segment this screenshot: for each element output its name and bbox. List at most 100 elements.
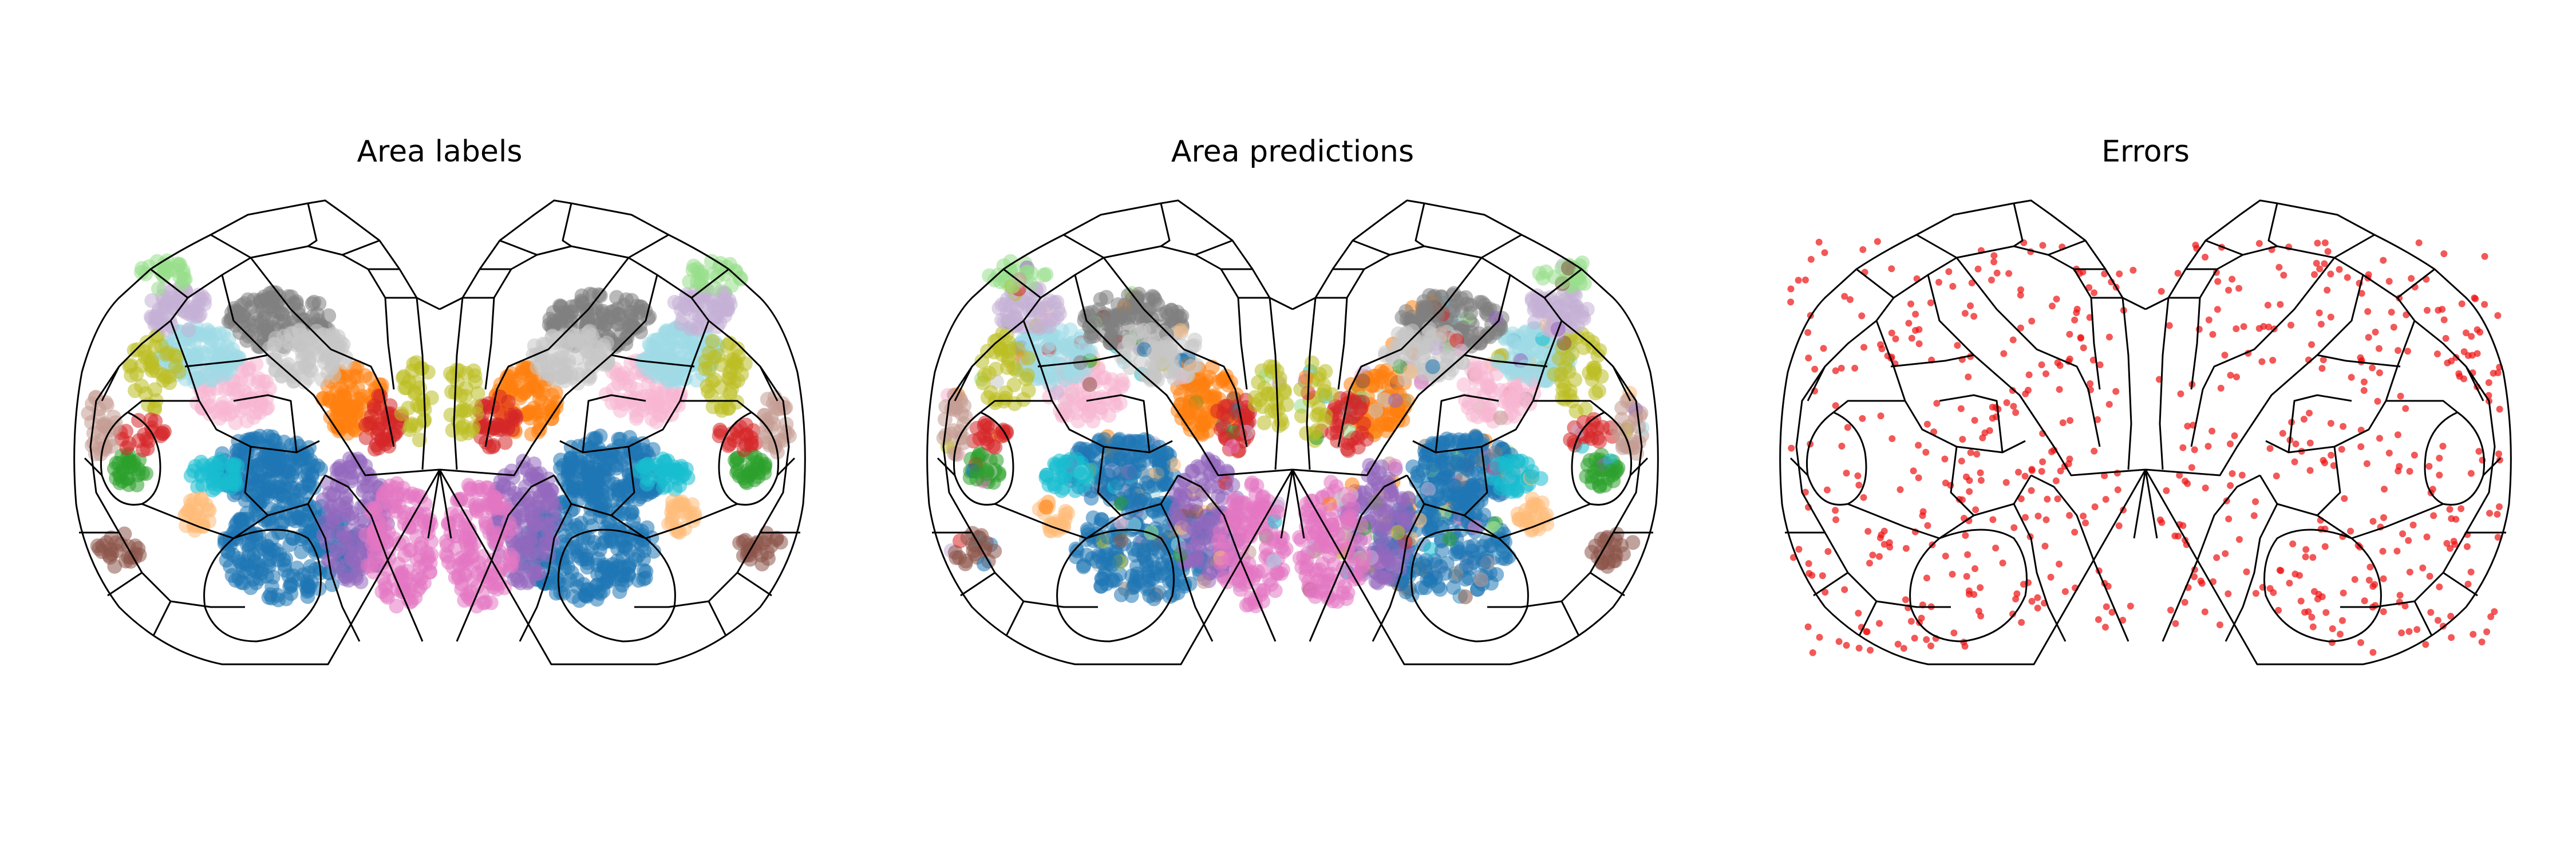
scatter-point [1270,505,1286,520]
scatter-point [609,290,625,305]
scatter-point [306,480,322,495]
scatter-point [228,415,243,431]
scatter-point [313,461,329,476]
scatter-point [151,281,166,297]
scatter-point [478,513,493,529]
scatter-point [1278,541,1294,557]
scatter-point [483,595,499,610]
scatter-point [1220,509,1236,524]
scatter-point [377,431,393,447]
scatter-point [223,476,238,492]
scatter-point [1093,578,1109,594]
scatter-point [230,458,245,474]
scatter-point [325,355,341,371]
scatter-point [276,557,292,573]
scatter-point [411,573,426,588]
panel-area-predictions: Area predictions [926,135,1659,665]
scatter-point [1202,566,1217,581]
scatter-point [315,391,331,407]
scatter-point [315,327,331,342]
scatter-point [1046,368,1061,383]
scatter-point [1147,292,1163,308]
left-hemisphere-boundary [152,601,172,636]
scatter-point [241,372,256,388]
scatter-point [503,547,518,562]
scatter-point [1121,334,1137,350]
scatter-point [531,501,547,517]
scatter-point [726,374,742,389]
scatter-point [463,549,479,565]
scatter-point [639,470,654,486]
scatter-point [261,515,276,531]
scatter-point [551,357,566,372]
scatter-point [544,495,560,510]
scatter-point [946,423,961,439]
scatter-point [246,292,262,308]
scatter-point [159,299,174,314]
scatter-point [327,526,342,541]
scatter-point [130,342,145,357]
scatter-point [465,573,480,588]
scatter-points [81,253,797,614]
scatter-point [1068,483,1083,498]
scatter-point [1251,375,1266,390]
scatter-point [1082,377,1097,392]
scatter-point [187,334,203,349]
scatter-point [188,299,204,314]
scatter-point [329,543,345,559]
scatter-point [392,499,407,514]
scatter-point [417,507,433,522]
scatter-point [1020,368,1036,383]
right-hemisphere-boundary [562,203,572,247]
scatter-point [732,535,748,551]
scatter-point [1058,341,1074,357]
scatter-point [341,573,357,588]
scatter-point [161,262,177,278]
scatter-point [705,334,720,349]
scatter-point [262,299,277,314]
scatter-point [212,326,227,341]
right-hemisphere-boundary [484,297,495,390]
scatter-point [419,545,434,560]
scatter-point [1180,517,1195,533]
scatter-point [1211,533,1227,549]
scatter-point [657,400,673,415]
scatter-point [377,522,392,537]
scatter-point [986,344,1002,360]
scatter-point [1113,587,1129,602]
scatter-point [1256,501,1271,516]
scatter-point [750,457,766,472]
scatter-point [249,508,264,523]
scatter-point [468,497,483,513]
scatter-point [365,537,380,552]
scatter-point [591,349,607,365]
scatter-point [1167,506,1183,522]
scatter-point [342,544,357,559]
scatter-point [1185,479,1200,494]
scatter-point [265,484,280,499]
scatter-point [1236,535,1251,551]
scatter-point [1446,580,1461,595]
scatter-point [193,491,209,507]
scatter-point [599,316,614,332]
scatter-point [311,581,327,596]
scatter-point [564,326,580,342]
scatter-point [643,357,658,373]
scatter-point [270,588,285,603]
scatter-point [256,541,271,557]
scatter-point [1261,386,1276,401]
scatter-point [655,451,670,467]
scatter-point [1036,267,1052,283]
scatter-point [486,438,501,454]
scatter-point [468,374,483,389]
scatter-point [738,474,753,489]
scatter-point [1044,336,1060,351]
scatter-point [1196,376,1211,391]
scatter-point [345,383,360,398]
scatter-point [1247,594,1262,610]
scatter-point [159,347,174,362]
scatter-point [698,353,713,369]
scatter-point [1104,320,1119,336]
scatter-point [381,483,396,499]
